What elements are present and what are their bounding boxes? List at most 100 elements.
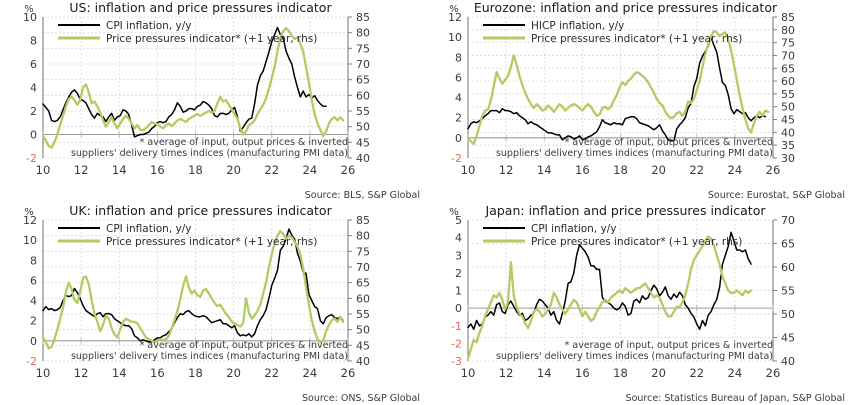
footnote-line-1-uk: * average of input, output prices & inve…	[140, 340, 348, 351]
y-tick-label-right: 80	[356, 27, 370, 40]
legend-label-indicator-ez: Price pressures indicator* (+1 year, rhs…	[531, 33, 742, 45]
footnote-line-1-us: * average of input, output prices & inve…	[140, 137, 348, 148]
x-tick-label: 16	[575, 366, 590, 380]
x-tick-label: 18	[613, 163, 628, 177]
y-tick-label-left: 4	[30, 82, 37, 95]
source-label-uk: Source: ONS, S&P Global	[302, 393, 420, 404]
y-tick-label-left: 2	[455, 112, 462, 125]
x-tick-label: 26	[766, 366, 781, 380]
x-tick-label: 24	[728, 163, 743, 177]
footnote-line-2-ez: suppliers' delivery times indices (manuf…	[496, 148, 773, 159]
y-tick-label-left: 0	[30, 335, 37, 348]
y-tick-label-right: 65	[781, 238, 795, 251]
x-tick-label: 16	[150, 163, 165, 177]
y-tick-label-right: 55	[781, 285, 795, 298]
y-tick-label-right: 60	[356, 292, 370, 305]
y-tick-label-left: -3	[451, 355, 462, 368]
y-axis-unit-label-ez: %	[449, 4, 459, 15]
y-tick-label-left: 10	[23, 11, 37, 24]
y-tick-label-left: -2	[26, 152, 37, 165]
x-tick-label: 24	[303, 163, 318, 177]
x-tick-label: 26	[341, 366, 356, 380]
footnote-line-2-jp: suppliers' delivery times indices (manuf…	[496, 351, 773, 362]
y-tick-label-right: 40	[356, 355, 370, 368]
y-tick-label-left: 2	[30, 105, 37, 118]
y-tick-label-right: 50	[781, 101, 795, 114]
y-tick-label-left: 8	[30, 35, 37, 48]
y-tick-label-right: 55	[356, 105, 370, 118]
x-tick-label: 26	[341, 163, 356, 177]
x-tick-label: 20	[651, 366, 666, 380]
x-tick-label: 12	[74, 366, 89, 380]
y-tick-label-right: 75	[781, 37, 795, 50]
x-tick-label: 26	[766, 163, 781, 177]
y-tick-label-right: 75	[356, 245, 370, 258]
series-line-us-1	[41, 26, 345, 149]
y-tick-label-right: 55	[356, 308, 370, 321]
y-tick-label-left: 6	[30, 58, 37, 71]
x-tick-label: 20	[651, 163, 666, 177]
source-label-jp: Source: Statistics Bureau of Japan, S&P …	[626, 393, 845, 404]
series-line-ez-0	[467, 36, 767, 142]
y-tick-label-right: 60	[356, 89, 370, 102]
x-tick-label: 22	[689, 366, 704, 380]
y-tick-label-right: 85	[356, 214, 370, 227]
y-tick-label-right: 40	[781, 355, 795, 368]
legend-label-inflation-us: CPI inflation, y/y	[106, 20, 191, 32]
chart-panel-eurozone: Eurozone: inflation and price pressures …	[425, 0, 849, 202]
chart-panel-uk: UK: inflation and price pressures indica…	[0, 203, 424, 405]
y-tick-label-right: 70	[356, 58, 370, 71]
y-tick-label-left: 1	[455, 285, 462, 298]
y-tick-label-right: 70	[781, 49, 795, 62]
x-tick-label: 16	[150, 366, 165, 380]
y-tick-label-left: 10	[23, 234, 37, 247]
y-tick-label-right: 65	[356, 74, 370, 87]
x-tick-label: 22	[264, 163, 279, 177]
y-tick-label-left: 0	[455, 302, 462, 315]
y-tick-label-right: 45	[781, 332, 795, 345]
x-tick-label: 16	[575, 163, 590, 177]
y-tick-label-left: 4	[30, 295, 37, 308]
y-tick-label-left: -2	[26, 355, 37, 368]
x-tick-label: 12	[74, 163, 89, 177]
y-tick-label-left: 2	[455, 267, 462, 280]
chart-title-uk: UK: inflation and price pressures indica…	[69, 203, 332, 218]
x-tick-label: 18	[188, 163, 203, 177]
x-tick-label: 22	[264, 366, 279, 380]
y-tick-label-right: 60	[781, 75, 795, 88]
y-tick-label-right: 70	[356, 261, 370, 274]
chart-svg-ez: Eurozone: inflation and price pressures …	[448, 0, 845, 201]
y-tick-label-left: 6	[455, 71, 462, 84]
y-tick-label-right: 85	[781, 11, 795, 24]
footnote-line-1-ez: * average of input, output prices & inve…	[565, 137, 773, 148]
x-tick-label: 12	[499, 366, 514, 380]
x-tick-label: 10	[36, 163, 51, 177]
legend-label-inflation-uk: CPI inflation, y/y	[106, 223, 191, 235]
series-line-ez-1	[466, 29, 770, 146]
y-tick-label-left: -2	[451, 152, 462, 165]
legend-label-inflation-jp: CPI inflation, y/y	[531, 223, 616, 235]
y-axis-unit-label-us: %	[24, 4, 34, 15]
series-line-uk-1	[41, 229, 345, 350]
footnote-line-2-us: suppliers' delivery times indices (manuf…	[71, 148, 348, 159]
source-label-us: Source: BLS, S&P Global	[305, 190, 420, 201]
legend-label-indicator-uk: Price pressures indicator* (+1 year, rhs…	[106, 236, 317, 248]
x-tick-label: 24	[728, 366, 743, 380]
y-tick-label-left: 0	[30, 129, 37, 142]
chart-svg-us: US: inflation and price pressures indica…	[23, 0, 420, 201]
series-line-jp-0	[467, 231, 752, 331]
y-tick-label-left: 4	[455, 232, 462, 245]
x-tick-label: 24	[303, 366, 318, 380]
y-tick-label-right: 45	[356, 339, 370, 352]
y-tick-label-left: 6	[30, 274, 37, 287]
x-tick-label: 18	[613, 366, 628, 380]
y-axis-unit-label-jp: %	[449, 207, 459, 218]
chart-svg-jp: Japan: inflation and price pressures ind…	[449, 203, 845, 404]
y-tick-label-left: 10	[448, 31, 462, 44]
y-tick-label-left: 12	[23, 214, 37, 227]
y-tick-label-left: 3	[455, 249, 462, 262]
legend-label-indicator-jp: Price pressures indicator* (+1 year, rhs…	[531, 236, 742, 248]
chart-panel-us: US: inflation and price pressures indica…	[0, 0, 424, 202]
y-tick-label-right: 40	[781, 126, 795, 139]
